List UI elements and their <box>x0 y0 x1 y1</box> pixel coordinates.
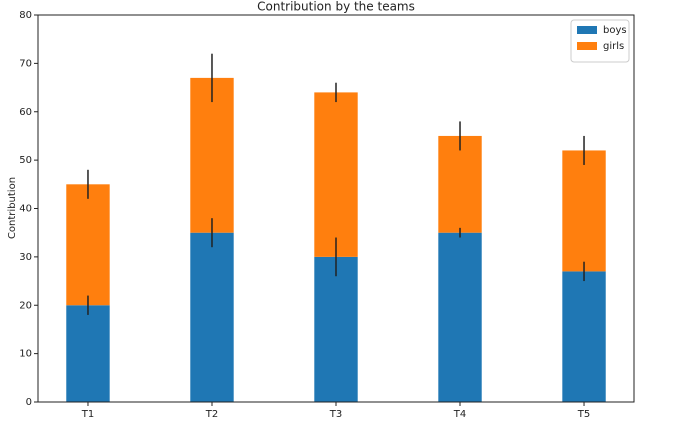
chart-title: Contribution by the teams <box>257 0 415 14</box>
x-tick-label: T2 <box>205 409 218 420</box>
x-tick-label: T1 <box>81 409 94 420</box>
bar <box>314 256 358 402</box>
y-tick-label: 20 <box>19 300 32 311</box>
bar <box>438 135 482 233</box>
plot-frame <box>37 14 635 403</box>
y-tick-label: 30 <box>19 252 32 263</box>
y-tick-label: 0 <box>26 397 32 408</box>
legend-label: boys <box>603 25 627 36</box>
y-tick-label: 80 <box>19 10 32 21</box>
x-tick-label: T5 <box>577 409 590 420</box>
bar <box>66 305 110 402</box>
bar <box>190 77 234 233</box>
legend-swatch <box>577 26 597 34</box>
bar <box>314 92 358 257</box>
x-tick-label: T4 <box>453 409 466 420</box>
y-axis-label: Contribution <box>7 177 18 239</box>
y-tick-label: 10 <box>19 349 32 360</box>
y-tick-label: 70 <box>19 58 32 69</box>
y-tick-label: 40 <box>19 204 32 215</box>
legend-swatch <box>577 42 597 50</box>
legend-label: girls <box>603 41 624 52</box>
y-tick-label: 50 <box>19 155 32 166</box>
bar <box>66 184 110 306</box>
y-tick-label: 60 <box>19 107 32 118</box>
bar <box>190 232 234 402</box>
bar <box>438 232 482 402</box>
x-tick-label: T3 <box>329 409 342 420</box>
bar <box>562 271 606 402</box>
bar <box>562 150 606 272</box>
